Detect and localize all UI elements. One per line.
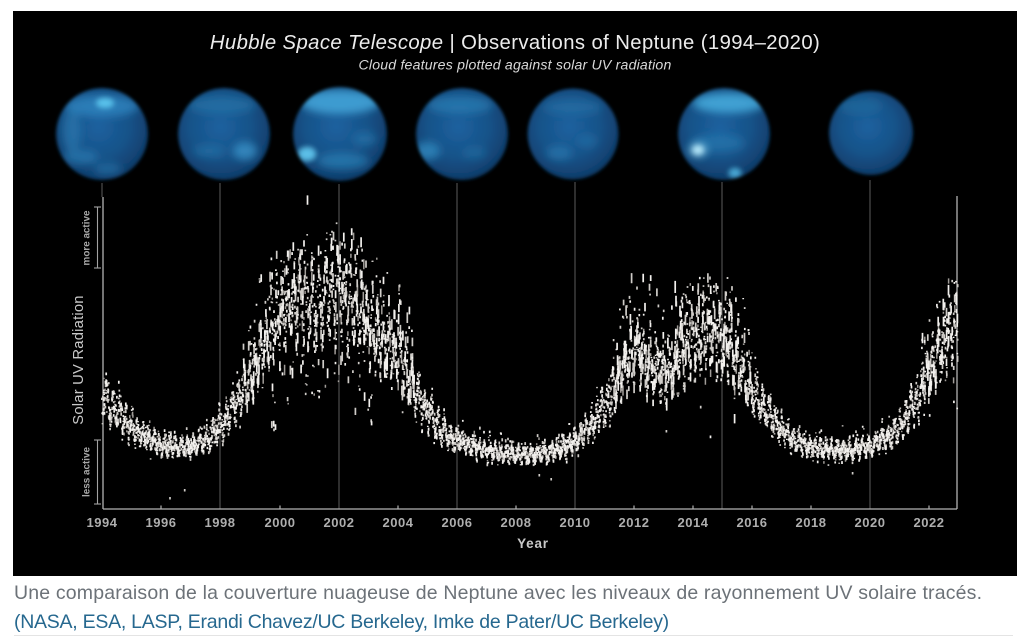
svg-text:2014: 2014 — [678, 515, 709, 530]
svg-text:2018: 2018 — [796, 515, 827, 530]
svg-text:2022: 2022 — [914, 515, 945, 530]
svg-text:2016: 2016 — [737, 515, 768, 530]
svg-text:2020: 2020 — [855, 515, 886, 530]
svg-text:2008: 2008 — [501, 515, 532, 530]
svg-text:2006: 2006 — [442, 515, 473, 530]
svg-text:Year: Year — [517, 536, 549, 551]
svg-text:2012: 2012 — [619, 515, 650, 530]
svg-text:more active: more active — [82, 210, 93, 265]
svg-text:Solar UV Radiation: Solar UV Radiation — [71, 295, 87, 424]
svg-text:2004: 2004 — [383, 515, 414, 530]
svg-text:less active: less active — [82, 447, 93, 497]
svg-text:Hubble Space Telescope | Obser: Hubble Space Telescope | Observations of… — [210, 32, 820, 54]
svg-text:1998: 1998 — [205, 515, 236, 530]
svg-text:Cloud features plotted against: Cloud features plotted against solar UV … — [359, 57, 672, 73]
svg-text:2000: 2000 — [265, 515, 296, 530]
svg-text:2002: 2002 — [324, 515, 355, 530]
svg-text:1994: 1994 — [87, 515, 118, 530]
svg-text:2010: 2010 — [560, 515, 591, 530]
svg-text:1996: 1996 — [146, 515, 177, 530]
